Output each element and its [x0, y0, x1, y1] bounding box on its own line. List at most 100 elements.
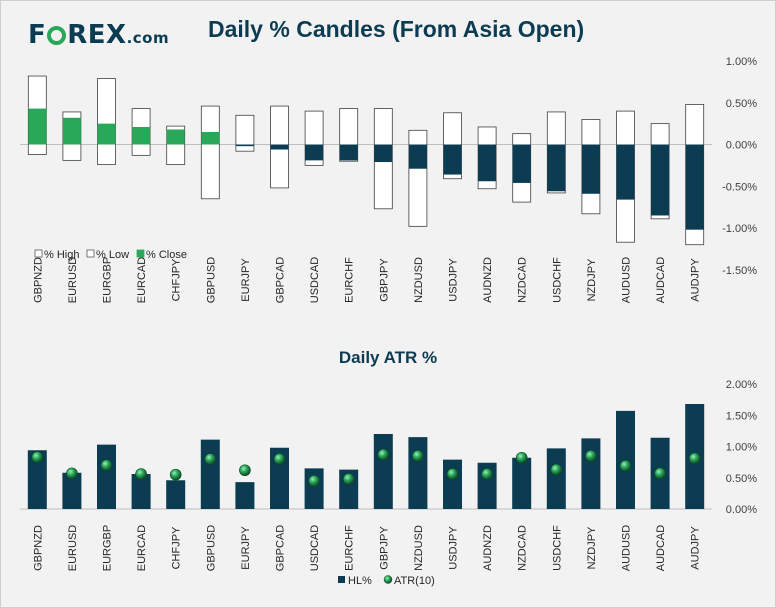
- atr-chart-title: Daily ATR %: [338, 348, 438, 367]
- category-label: EURCHF: [344, 257, 356, 303]
- category-label: NZDCAD: [517, 257, 529, 303]
- close-bar: [235, 144, 254, 147]
- category-label: AUDUSD: [621, 257, 633, 304]
- hl-bar: [97, 444, 116, 509]
- category-label: NZDUSD: [413, 257, 425, 303]
- candles-chart: 1.00% 0.50% 0.00% -0.50% -1.00% -1.50% GBPNZD E…: [20, 56, 757, 303]
- legend-swatch: [86, 249, 95, 258]
- hl-bar: [616, 410, 635, 509]
- category-label: USDCAD: [309, 525, 321, 572]
- category-label: USDCAD: [309, 257, 321, 304]
- close-bar: [651, 144, 670, 216]
- category-label: AUDNZD: [482, 257, 494, 303]
- close-bar: [478, 144, 497, 182]
- legend-label: % High: [44, 249, 79, 261]
- hl-bar: [408, 437, 428, 509]
- category-label: EURCHF: [344, 525, 356, 571]
- hl-bar: [270, 447, 289, 509]
- close-bar: [374, 144, 393, 163]
- hl-bar: [373, 434, 393, 509]
- atr-point: [31, 451, 44, 463]
- logo-suffix: REX: [67, 20, 127, 50]
- atr-point: [481, 468, 493, 480]
- close-bar: [581, 144, 600, 194]
- atr-point: [412, 450, 424, 462]
- y-tick-label: 1.00%: [726, 442, 757, 454]
- category-label: CHFJPY: [171, 526, 183, 569]
- category-label: AUDNZD: [482, 525, 494, 571]
- category-label: GBPNZD: [32, 257, 44, 303]
- category-label: NZDUSD: [413, 525, 425, 571]
- atr-point: [342, 473, 355, 485]
- y-tick-label: 2.00%: [726, 379, 757, 391]
- category-label: CHFJPY: [171, 258, 183, 301]
- category-label: EURUSD: [67, 525, 79, 572]
- hl-bar: [581, 438, 601, 509]
- category-label: AUDJPY: [690, 258, 702, 302]
- legend-label: % Close: [146, 249, 187, 261]
- close-bar: [616, 144, 635, 200]
- category-label: EURGBP: [102, 257, 114, 303]
- y-tick-label: -1.00%: [722, 223, 757, 235]
- atr-point: [619, 460, 632, 472]
- category-label: AUDJPY: [690, 526, 702, 570]
- high-low-box: [235, 114, 255, 152]
- hl-bar: [166, 480, 186, 509]
- category-label: EURGBP: [102, 525, 114, 571]
- high-low-box: [200, 105, 220, 200]
- hl-bar: [546, 448, 566, 509]
- category-label: NZDCAD: [517, 525, 529, 571]
- category-label: EURUSD: [67, 257, 79, 304]
- atr-point: [377, 448, 390, 461]
- close-bar: [132, 126, 151, 145]
- legend-swatch: [136, 249, 145, 258]
- category-label: EURCAD: [136, 257, 148, 304]
- hl-bar: [512, 457, 532, 509]
- close-bar: [443, 144, 462, 175]
- forex-logo: F REX.com: [28, 20, 169, 50]
- hl-bar: [235, 482, 255, 509]
- close-bar: [28, 108, 47, 145]
- high-low-box: [97, 78, 116, 165]
- close-bar: [339, 144, 358, 161]
- category-label: GBPNZD: [32, 525, 44, 571]
- logo-ring-icon: [47, 26, 67, 45]
- atr-point: [308, 475, 320, 487]
- atr-point: [66, 467, 78, 480]
- candles-chart-title: Daily % Candles (From Asia Open): [208, 16, 585, 42]
- atr-point: [688, 452, 701, 465]
- category-label: GBPUSD: [205, 525, 217, 572]
- close-bar: [408, 144, 427, 169]
- hl-bar: [62, 472, 82, 509]
- legend-swatch: [338, 576, 345, 583]
- y-tick-label: -1.50%: [722, 265, 757, 277]
- category-label: AUDUSD: [621, 525, 633, 572]
- atr-point: [239, 464, 251, 477]
- category-label: USDCHF: [551, 525, 563, 571]
- logo-prefix: F: [28, 20, 47, 50]
- category-label: AUDCAD: [655, 257, 667, 304]
- atr-point: [273, 453, 286, 465]
- close-bar: [201, 131, 220, 145]
- category-label: GBPJPY: [378, 526, 390, 570]
- atr-point: [585, 450, 597, 462]
- hl-bar: [27, 450, 47, 509]
- category-label: USDJPY: [448, 526, 460, 570]
- legend-label: % Low: [96, 249, 129, 261]
- category-label: GBPCAD: [275, 525, 287, 572]
- hl-bar: [443, 459, 462, 509]
- close-bar: [547, 144, 566, 192]
- y-tick-label: 0.50%: [726, 473, 757, 485]
- close-bar: [270, 144, 289, 150]
- atr-point: [135, 468, 147, 480]
- close-bar: [685, 144, 704, 230]
- y-tick-label: 0.50%: [726, 98, 757, 110]
- category-label: GBPUSD: [205, 257, 217, 304]
- y-tick-label: 1.00%: [726, 56, 757, 68]
- hl-bar: [200, 439, 220, 509]
- logo-domain: .com: [126, 29, 170, 47]
- y-tick-label: 1.50%: [726, 410, 757, 422]
- atr-point: [204, 453, 217, 465]
- legend-label: HL%: [348, 575, 372, 587]
